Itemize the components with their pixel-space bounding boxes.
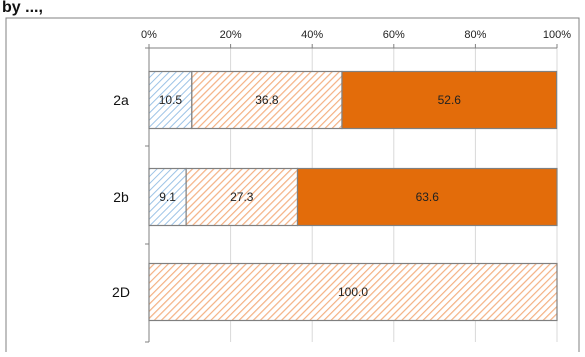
- bar-segment: [191, 70, 343, 130]
- data-label: 100.0: [338, 285, 368, 299]
- data-label: 52.6: [438, 93, 462, 107]
- bars: [148, 70, 558, 322]
- x-tick-label: 40%: [301, 29, 323, 41]
- x-tick-label: 80%: [464, 29, 486, 41]
- labels: 0% 20% 40% 60% 80% 100% 2a 10.5 36.8 52.6 2b 9.1 27.…: [112, 29, 571, 300]
- x-tick-label: 0%: [141, 29, 157, 41]
- category-label: 2D: [112, 284, 130, 300]
- data-label: 27.3: [230, 190, 254, 204]
- data-label: 9.1: [159, 190, 176, 204]
- data-label: 36.8: [255, 93, 279, 107]
- bar-segment: [148, 262, 558, 322]
- x-tick-label: 60%: [383, 29, 405, 41]
- x-tick-label: 20%: [220, 29, 242, 41]
- bar-segment: [341, 70, 558, 130]
- x-tick-label: 100%: [543, 29, 571, 41]
- title-fragment: by ...,: [2, 0, 43, 16]
- bar-segment: [296, 167, 558, 227]
- category-label: 2b: [113, 189, 129, 205]
- category-label: 2a: [113, 92, 129, 108]
- bar-segment: [185, 167, 299, 227]
- data-label: 63.6: [416, 190, 440, 204]
- data-label: 10.5: [159, 93, 183, 107]
